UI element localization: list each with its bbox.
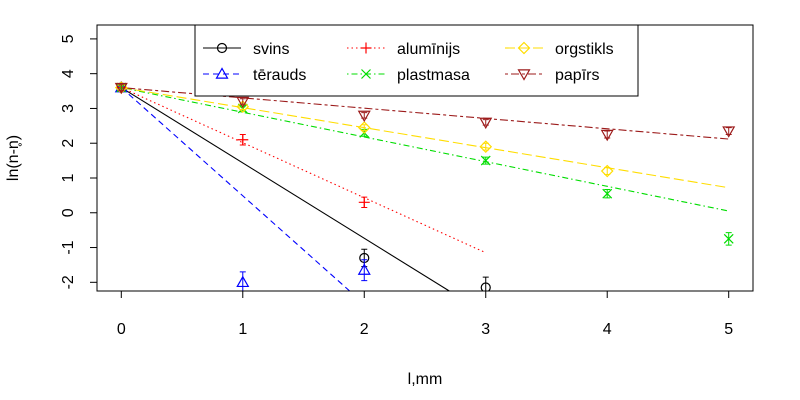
legend-label-orgstikls: orgstikls (555, 41, 614, 58)
x-axis: 0 1 2 3 4 5 (117, 290, 733, 338)
fit-line-svins (121, 87, 450, 291)
legend-box (194, 24, 639, 97)
error-bar-svins (482, 276, 489, 291)
y-tick-label: -1 (60, 240, 77, 254)
data-point-aluminijs (358, 196, 370, 208)
legend-marker-svins (216, 42, 228, 54)
y-tick-label: 2 (60, 139, 77, 148)
data-point-orgstikls (479, 140, 493, 154)
x-tick-label: 1 (238, 321, 247, 338)
y-tick-label: -2 (60, 275, 77, 289)
error-bar-papirs (725, 127, 732, 136)
legend-marker-papirs (517, 69, 531, 81)
legend-marker-aluminijs (360, 42, 372, 54)
data-point-papirs (114, 82, 128, 95)
data-point-svins (480, 282, 491, 291)
fit-line-orgstikls (121, 87, 729, 189)
y-axis-label: ln(n-n̥) (5, 135, 23, 181)
legend-marker-plastmasa (361, 69, 371, 79)
data-point-terauds (357, 263, 371, 275)
legend-marker-terauds (215, 67, 229, 79)
data-point-plastmasa (723, 233, 734, 244)
x-tick-label: 4 (603, 321, 612, 338)
data-point-orgstikls (357, 121, 371, 134)
legend-label-aluminijs: alumīnijs (397, 41, 460, 58)
x-tick-label: 0 (117, 321, 126, 338)
legend-label-plastmasa: plastmasa (397, 67, 470, 84)
legend-label-svins: svins (253, 41, 289, 58)
x-tick-label: 2 (360, 321, 369, 338)
x-tick-label: 3 (481, 321, 490, 338)
error-bar-papirs (604, 130, 611, 139)
data-point-papirs (357, 110, 371, 123)
data-point-papirs (600, 129, 614, 142)
data-point-papirs (236, 96, 250, 109)
data-point-orgstikls (236, 100, 250, 114)
data-point-orgstikls (600, 164, 614, 178)
data-point-plastmasa (602, 188, 613, 199)
fit-line-aluminijs (121, 87, 486, 254)
data-point-papirs (722, 126, 736, 138)
data-point-plastmasa (480, 155, 491, 166)
data-point-terauds (236, 275, 250, 288)
legend-marker-orgstikls (517, 41, 531, 55)
data-point-aluminijs (237, 134, 249, 146)
x-tick-label: 5 (724, 321, 733, 338)
fit-line-plastmasa (121, 87, 729, 212)
legend-label-papirs: papīrs (555, 67, 599, 84)
fit-line-terauds (120, 87, 351, 291)
y-tick-label: 4 (60, 69, 77, 78)
y-tick-label: 0 (60, 208, 77, 217)
legend: svins tērauds alumīnijs plastmasa orgstikls p… (194, 24, 639, 97)
y-tick-label: 1 (60, 173, 77, 182)
y-tick-label: 3 (60, 104, 77, 113)
data-point-papirs (479, 117, 493, 130)
fit-lines (120, 87, 729, 291)
legend-label-terauds: tērauds (253, 67, 306, 84)
error-bar-terauds (239, 271, 246, 291)
data-points (114, 80, 736, 291)
y-axis: -2 -1 0 1 2 3 4 5 (60, 34, 98, 289)
x-axis-label: l,mm (408, 371, 443, 388)
error-bar-terauds (361, 259, 368, 282)
y-tick-label: 5 (60, 34, 77, 43)
